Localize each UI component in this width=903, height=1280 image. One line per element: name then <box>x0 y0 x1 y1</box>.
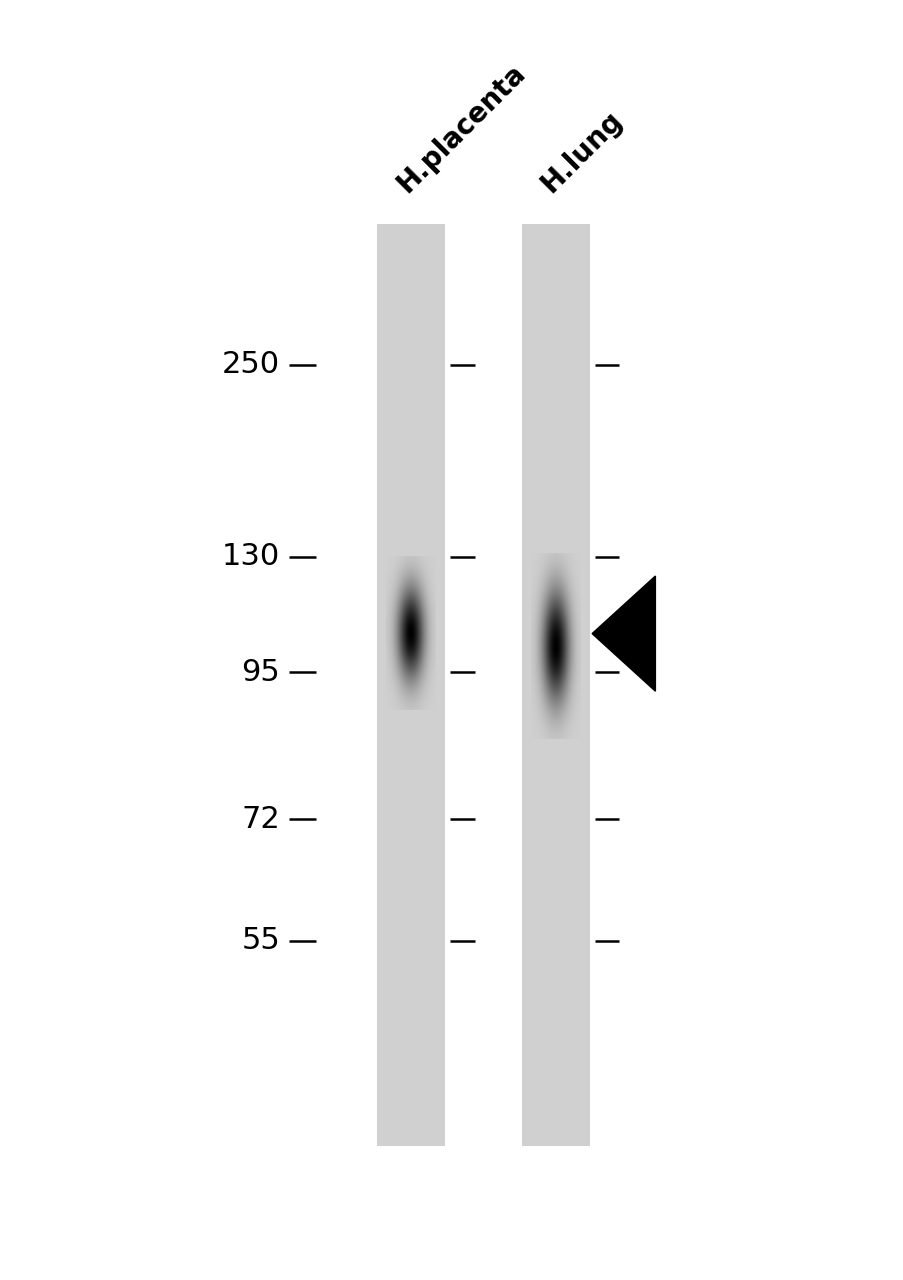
Text: 95: 95 <box>241 658 280 686</box>
Text: H.lung: H.lung <box>535 106 628 198</box>
Text: 130: 130 <box>222 543 280 571</box>
Text: 55: 55 <box>241 927 280 955</box>
Polygon shape <box>591 576 655 691</box>
Text: H.placenta: H.placenta <box>391 59 530 198</box>
Text: 250: 250 <box>222 351 280 379</box>
Bar <box>377 224 445 1146</box>
Bar <box>522 224 589 1146</box>
Text: 72: 72 <box>241 805 280 833</box>
